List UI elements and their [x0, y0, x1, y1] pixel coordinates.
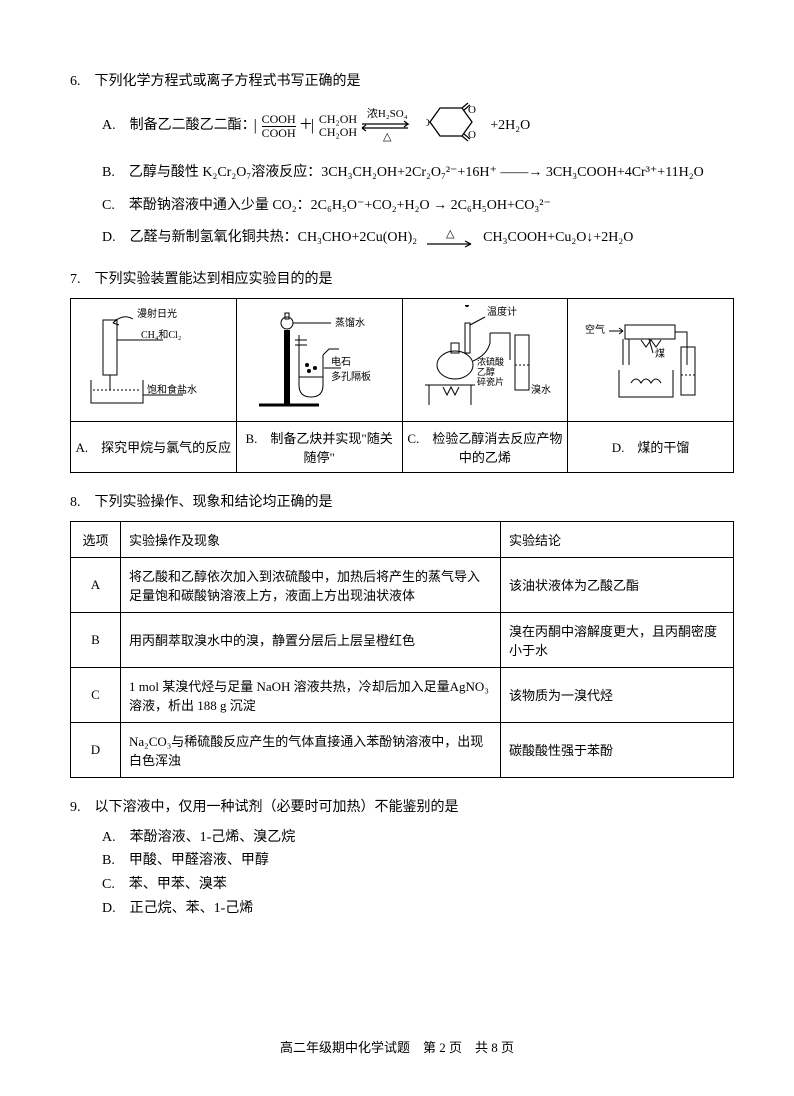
question-7: 7. 下列实验装置能达到相应实验目的的是 漫射日光 CH₄和Cl₂ 饱和食盐水	[70, 268, 734, 473]
q8-table: 选项 实验操作及现象 实验结论 A 将乙酸和乙醇依次加入到浓硫酸中，加热后将产生…	[70, 521, 734, 778]
q6-opt-a: A. 制备乙二酸乙二酯： COOH COOH | ＋ CH₂OH CH₂OH |…	[102, 100, 734, 152]
q7-diagram-a: 漫射日光 CH₄和Cl₂ 饱和食盐水	[75, 305, 232, 415]
svg-text:O: O	[426, 117, 430, 129]
q8-title: 8. 下列实验操作、现象和结论均正确的是	[70, 491, 734, 511]
q6-title: 6. 下列化学方程式或离子方程式书写正确的是	[70, 70, 734, 90]
svg-text:漫射日光: 漫射日光	[137, 307, 177, 320]
q9-title: 9. 以下溶液中，仅用一种试剂（必要时可加热）不能鉴别的是	[70, 796, 734, 816]
svg-text:浓硫酸: 浓硫酸	[477, 356, 504, 367]
svg-text:温度计: 温度计	[487, 305, 517, 318]
svg-text:多孔隔板: 多孔隔板	[331, 370, 371, 383]
table-row: D Na₂CO₃与稀硫酸反应产生的气体直接通入苯酚钠溶液中，出现白色浑浊 碳酸酸…	[71, 722, 734, 777]
q8-h1: 选项	[71, 521, 121, 557]
page-footer: 高二年级期中化学试题 第 2 页 共 8 页	[0, 1037, 794, 1056]
q7-label-a: A. 探究甲烷与氯气的反应	[71, 421, 237, 472]
q7-label-c: C. 检验乙醇消去反应产物中的乙烯	[402, 421, 568, 472]
table-row: C 1 mol 某溴代烃与足量 NaOH 溶液共热，冷却后加入足量AgNO₃溶液…	[71, 667, 734, 722]
q7-table: 漫射日光 CH₄和Cl₂ 饱和食盐水	[70, 298, 734, 473]
svg-text:乙醇: 乙醇	[477, 366, 495, 377]
svg-text:溴水: 溴水	[531, 383, 551, 396]
svg-text:空气: 空气	[585, 323, 605, 336]
q7-diagram-c: 温度计 浓硫酸乙醇碎瓷片 溴水	[407, 305, 564, 415]
svg-text:煤: 煤	[655, 347, 665, 360]
q6-opt-c: C. 苯酚钠溶液中通入少量 CO₂：2C₆H₅O⁻+CO₂+H₂O → 2C₆H…	[102, 195, 734, 217]
cyclic-ester-icon: O O O	[426, 100, 482, 152]
svg-text:饱和食盐水: 饱和食盐水	[147, 383, 197, 396]
q8-h2: 实验操作及现象	[121, 521, 501, 557]
q6-a-label: A. 制备乙二酸乙二酯：	[102, 115, 256, 137]
reaction-arrow-icon: 浓H₂SO₄ △	[360, 109, 414, 143]
q9-opt-a: A. 苯酚溶液、1-己烯、溴乙烷	[102, 826, 734, 850]
q7-diagram-b: 蒸馏水 多孔隔板 电石	[241, 305, 398, 415]
q6-opt-d: D. 乙醛与新制氢氧化铜共热：CH₃CHO+2Cu(OH)₂ △ CH₃COOH…	[102, 227, 734, 249]
question-9: 9. 以下溶液中，仅用一种试剂（必要时可加热）不能鉴别的是 A. 苯酚溶液、1-…	[70, 796, 734, 921]
svg-text:O: O	[468, 129, 476, 141]
q7-label-d: D. 煤的干馏	[568, 421, 734, 472]
question-8: 8. 下列实验操作、现象和结论均正确的是 选项 实验操作及现象 实验结论 A 将…	[70, 491, 734, 778]
svg-text:电石: 电石	[331, 355, 351, 368]
table-row: B 用丙酮萃取溴水中的溴，静置分层后上层呈橙红色 溴在丙酮中溶解度更大，且丙酮密…	[71, 612, 734, 667]
svg-text:蒸馏水: 蒸馏水	[335, 316, 365, 329]
q9-opt-c: C. 苯、甲苯、溴苯	[102, 873, 734, 897]
heat-arrow-icon: △	[425, 229, 475, 248]
q9-opt-b: B. 甲酸、甲醛溶液、甲醇	[102, 849, 734, 873]
q7-diagram-d: 空气 煤	[572, 305, 729, 415]
q8-h3: 实验结论	[501, 521, 734, 557]
q9-opt-d: D. 正己烷、苯、1-己烯	[102, 897, 734, 921]
q7-title: 7. 下列实验装置能达到相应实验目的的是	[70, 268, 734, 288]
q6-a-r1: COOH COOH	[260, 113, 298, 140]
q6-a-r2: CH₂OH CH₂OH	[317, 113, 359, 139]
svg-text:CH₄和Cl₂: CH₄和Cl₂	[141, 329, 181, 341]
svg-text:碎瓷片: 碎瓷片	[477, 376, 504, 387]
q6-a-tail: +2H₂O	[490, 115, 530, 137]
q7-label-b: B. 制备乙炔并实现"随关随停"	[236, 421, 402, 472]
question-6: 6. 下列化学方程式或离子方程式书写正确的是 A. 制备乙二酸乙二酯： COOH…	[70, 70, 734, 250]
table-row: A 将乙酸和乙醇依次加入到浓硫酸中，加热后将产生的蒸气导入足量饱和碳酸钠溶液上方…	[71, 557, 734, 612]
q6-opt-b: B. 乙醇与酸性 K₂Cr₂O₇溶液反应：3CH₃CH₂OH+2Cr₂O₇²⁻+…	[102, 162, 734, 184]
